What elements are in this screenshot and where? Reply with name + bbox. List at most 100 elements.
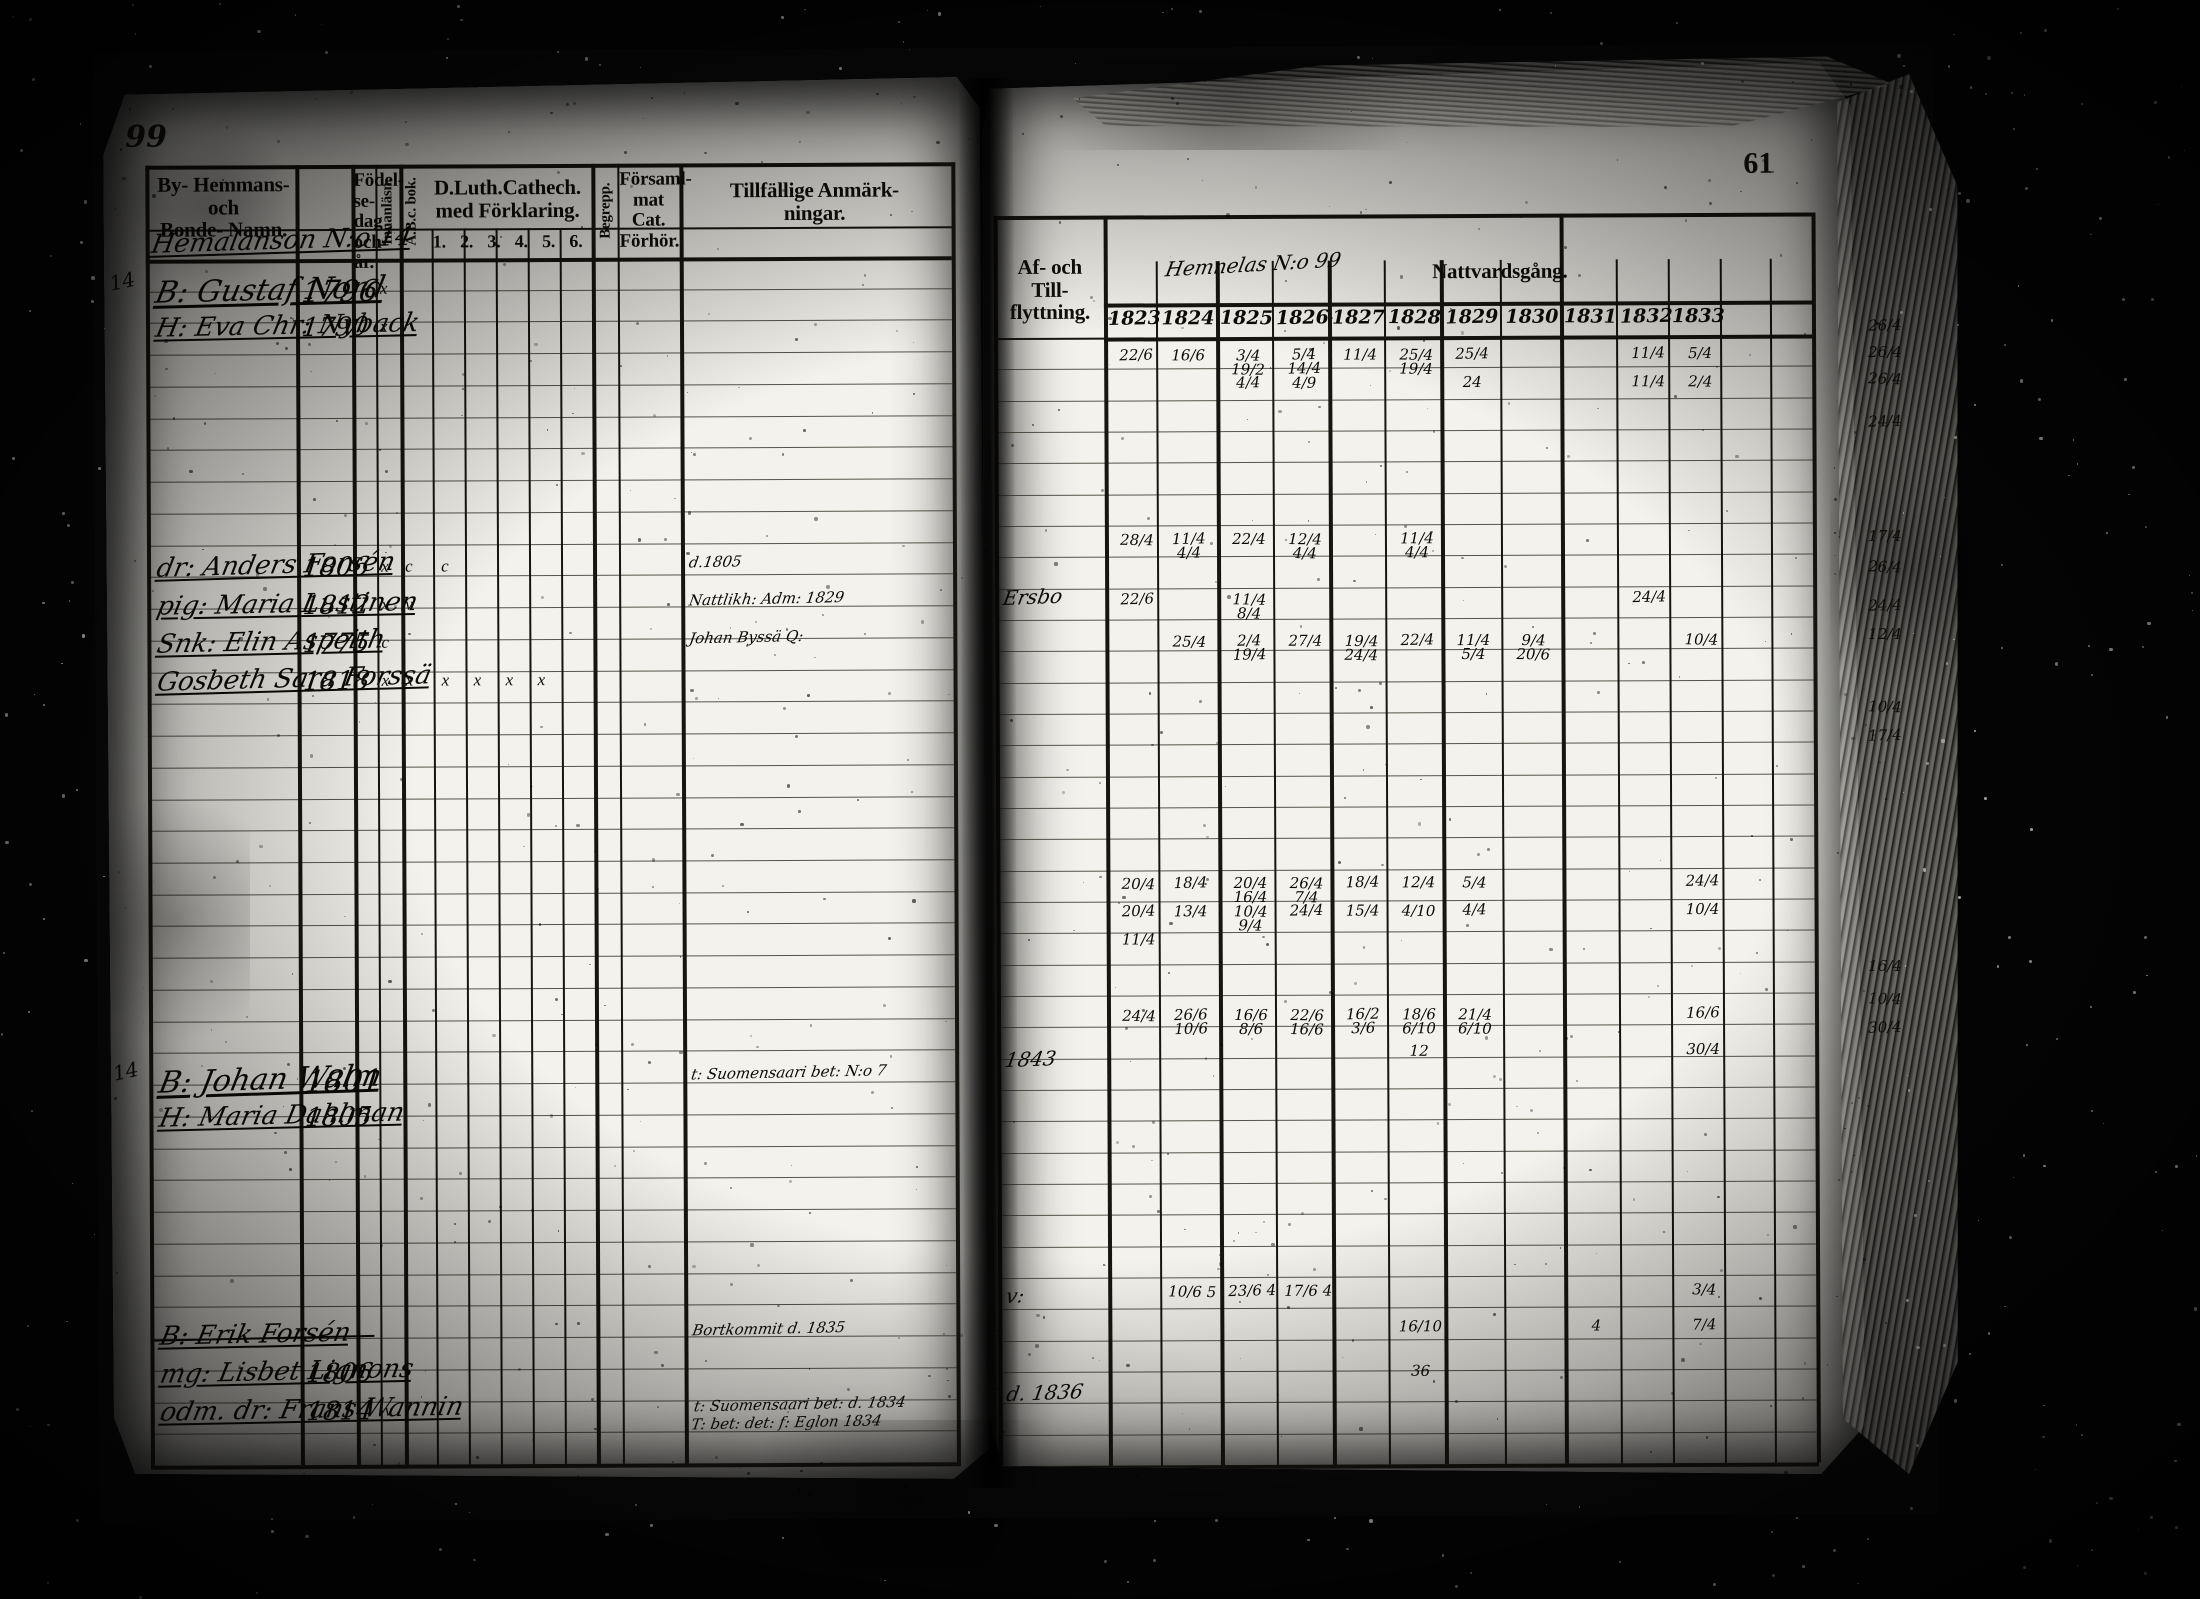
scan-noise-speck: [1142, 1009, 1145, 1012]
scan-noise-speck: [61, 794, 66, 798]
col-sep-y4: [1384, 260, 1391, 1464]
communion-mark: 16/6: [1685, 1003, 1721, 1022]
communion-mark: 9/4 20/6: [1516, 631, 1551, 664]
scan-noise-speck: [1588, 1168, 1592, 1172]
scan-noise-speck: [1430, 530, 1433, 533]
scan-noise-speck: [1366, 725, 1370, 729]
year-column-header: 1832: [1619, 304, 1674, 328]
entry-birth-year: 1806: [301, 551, 372, 584]
scan-noise-speck: [1317, 577, 1321, 581]
scan-noise-speck: [652, 885, 655, 888]
scan-noise-speck: [1176, 102, 1179, 105]
scan-noise-speck: [2030, 828, 2033, 831]
scan-noise-speck: [1712, 1582, 1717, 1587]
scan-noise-speck: [826, 585, 830, 589]
scan-noise-speck: [1922, 868, 1927, 872]
scan-noise-speck: [1794, 556, 1797, 560]
scan-noise-speck: [68, 600, 70, 602]
entry-mark: c: [381, 632, 389, 652]
entry-mark: x: [379, 278, 388, 298]
scan-noise-speck: [1359, 1427, 1363, 1431]
scan-noise-speck: [333, 543, 336, 546]
col-sep-y1: [1216, 261, 1225, 1465]
scan-noise-speck: [676, 792, 681, 797]
scan-noise-speck: [492, 1033, 496, 1038]
communion-mark: 10/6 5: [1168, 1282, 1217, 1302]
entry-birth-year: 1790: [300, 312, 371, 344]
scan-noise-speck: [1061, 790, 1065, 794]
scan-noise-speck: [945, 1020, 947, 1023]
scan-noise-speck: [2141, 646, 2144, 649]
scan-noise-speck: [912, 899, 916, 903]
header-nattvard-col: Nattvardsgång.: [1431, 258, 1568, 284]
scan-noise-speck: [936, 140, 940, 144]
entry-birth-year: 1814: [304, 1396, 375, 1428]
year-column-header: 1831: [1563, 305, 1617, 328]
communion-mark: 4: [1591, 1316, 1602, 1335]
scan-noise-speck: [352, 1516, 356, 1519]
scan-noise-speck: [590, 1397, 594, 1402]
scan-noise-speck: [1331, 317, 1333, 319]
scan-noise-speck: [1284, 330, 1287, 332]
scan-noise-speck: [2022, 1154, 2026, 1158]
scan-noise-speck: [2008, 936, 2012, 940]
scan-grime: [700, 1420, 1120, 1570]
scan-noise-speck: [798, 1488, 801, 1491]
communion-mark: 11/4 8/4: [1232, 590, 1267, 623]
scan-noise-speck: [1013, 1121, 1015, 1123]
scan-noise-speck: [336, 420, 338, 422]
scan-noise-speck: [994, 439, 997, 443]
scan-noise-speck: [2109, 647, 2113, 651]
scan-noise-speck: [507, 130, 511, 133]
scan-noise-speck: [1832, 1548, 1837, 1553]
scan-noise-speck: [630, 1042, 634, 1046]
scan-noise-speck: [1403, 525, 1407, 529]
scan-noise-speck: [2076, 463, 2078, 465]
scan-noise-speck: [549, 1114, 554, 1118]
scan-noise-speck: [2149, 1515, 2153, 1519]
scan-noise-speck: [798, 810, 801, 813]
scan-noise-speck: [1929, 207, 1932, 211]
scan-noise-speck: [327, 615, 331, 619]
scan-noise-speck: [502, 262, 506, 266]
scan-noise-speck: [215, 1384, 217, 1386]
scan-noise-speck: [1462, 599, 1465, 601]
scan-noise-speck: [2146, 974, 2148, 977]
scan-noise-speck: [1058, 221, 1061, 224]
communion-mark: 4/10: [1401, 901, 1436, 921]
scan-noise-speck: [580, 226, 584, 229]
scan-noise-speck: [1953, 33, 1955, 36]
scan-noise-speck: [651, 858, 656, 862]
scan-noise-speck: [1803, 332, 1806, 336]
communion-mark: 15/4: [1345, 901, 1380, 920]
scan-noise-speck: [313, 497, 317, 501]
scan-noise-speck: [116, 1271, 118, 1274]
scan-noise-speck: [271, 1518, 273, 1520]
scan-noise-speck: [2189, 574, 2191, 577]
scan-noise-speck: [897, 20, 901, 24]
scan-noise-speck: [1436, 1122, 1440, 1125]
col-sep-c5: [560, 228, 567, 1464]
scan-noise-speck: [1148, 692, 1152, 695]
communion-mark: 2/4: [1688, 372, 1713, 391]
scan-noise-speck: [1749, 354, 1752, 356]
scan-noise-speck: [1912, 632, 1914, 634]
scan-noise-speck: [1126, 1364, 1130, 1368]
scan-noise-speck: [167, 447, 170, 450]
scan-noise-speck: [2041, 1435, 2045, 1439]
scan-noise-speck: [1942, 1343, 1946, 1347]
scan-noise-speck: [1381, 863, 1384, 866]
scan-noise-speck: [1735, 454, 1739, 459]
scan-noise-speck: [255, 573, 260, 577]
scan-noise-speck: [1771, 1573, 1776, 1578]
margin-edge-number: 12/4: [1868, 625, 1902, 643]
scan-noise-speck: [750, 1243, 754, 1247]
scan-noise-speck: [572, 412, 574, 415]
scan-noise-speck: [594, 1427, 597, 1430]
scan-noise-speck: [2098, 216, 2103, 221]
scan-noise-speck: [103, 875, 105, 878]
communion-mark: 2/4 19/4: [1232, 631, 1267, 664]
scan-noise-speck: [2055, 662, 2059, 666]
scan-noise-speck: [270, 1529, 275, 1534]
scan-noise-speck: [1503, 565, 1507, 569]
